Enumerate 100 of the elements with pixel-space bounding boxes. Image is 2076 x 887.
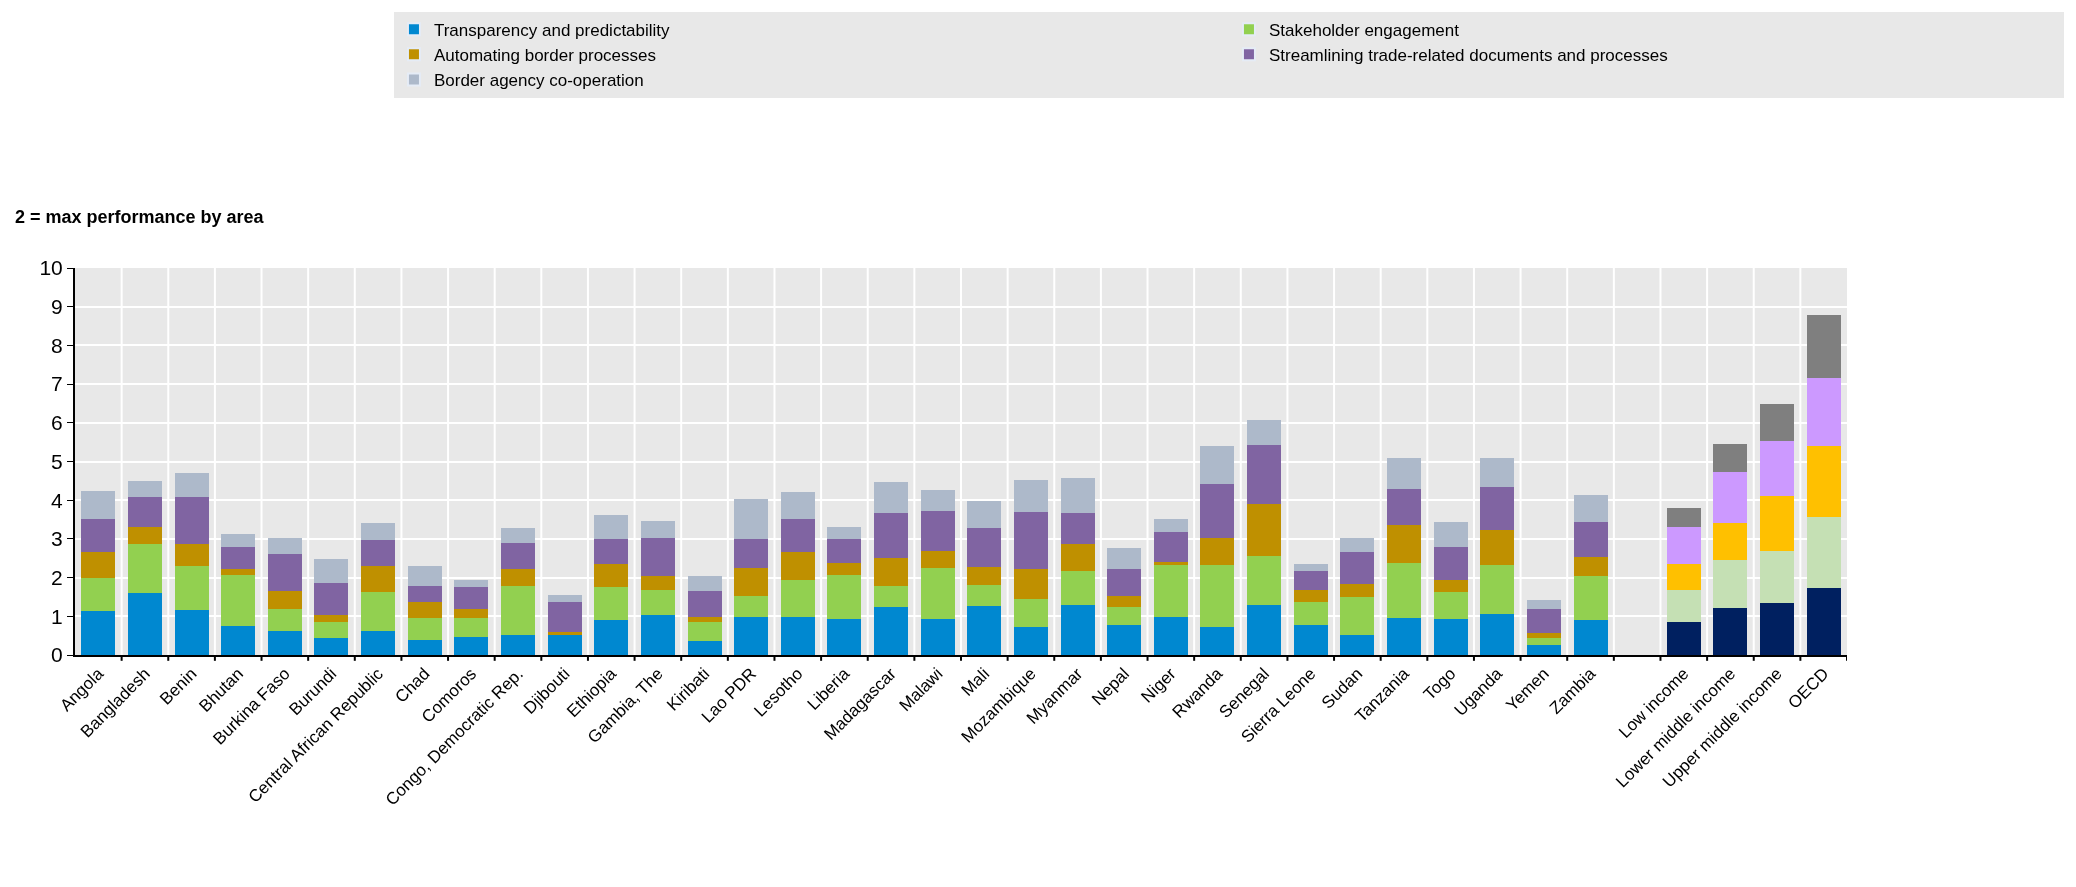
bar	[1433, 521, 1468, 548]
bar	[780, 551, 815, 580]
bar	[1013, 512, 1048, 570]
bar	[687, 590, 722, 618]
bar	[1386, 524, 1422, 563]
bar	[920, 489, 955, 512]
legend-label: Stakeholder engagement	[1268, 20, 1460, 40]
bar	[221, 533, 256, 547]
bar	[874, 482, 909, 514]
y-tick-label: 2	[51, 565, 63, 589]
bar	[500, 527, 536, 543]
bar	[1247, 503, 1282, 556]
bar	[1107, 548, 1142, 570]
bar	[1480, 529, 1515, 565]
bar	[1060, 478, 1095, 514]
bar	[687, 621, 722, 642]
bar	[314, 621, 349, 638]
bar	[1666, 563, 1701, 591]
bar	[594, 514, 629, 539]
bar	[1806, 446, 1841, 517]
legend-label: Border agency co-operation	[433, 71, 644, 91]
bar	[500, 635, 536, 655]
bar	[874, 557, 909, 586]
bar	[687, 641, 722, 655]
bar	[780, 617, 815, 655]
y-tick-label: 1	[51, 604, 63, 628]
y-tick-label: 3	[51, 527, 63, 551]
bar	[1340, 584, 1375, 597]
bar	[967, 527, 1002, 567]
bar	[1200, 484, 1235, 538]
bar	[594, 538, 629, 565]
bar	[1200, 537, 1235, 566]
bar	[640, 576, 675, 590]
bar	[780, 579, 815, 618]
bar	[640, 615, 675, 655]
y-tick-label: 5	[51, 449, 63, 473]
bar	[221, 546, 256, 570]
bar	[314, 583, 349, 616]
bar	[127, 480, 162, 498]
bar	[407, 565, 442, 586]
bar	[1713, 471, 1748, 524]
bar	[1386, 457, 1422, 489]
bar	[1247, 555, 1282, 605]
bar	[827, 562, 862, 575]
bar	[1666, 590, 1701, 622]
y-tick-label: 0	[51, 643, 63, 667]
bar	[687, 576, 722, 591]
bar	[1760, 550, 1795, 603]
bar	[1480, 564, 1515, 615]
x-tick-label: Togo	[1419, 664, 1460, 704]
bar	[127, 526, 162, 544]
bar	[920, 619, 955, 655]
bar	[314, 637, 349, 655]
bar	[1340, 552, 1375, 585]
bar	[1806, 587, 1841, 655]
bar	[361, 522, 396, 541]
bar	[81, 610, 116, 655]
bar	[1293, 601, 1328, 625]
bar	[1526, 633, 1561, 639]
bar	[174, 497, 209, 544]
bar	[1153, 565, 1188, 618]
bar	[967, 501, 1002, 528]
bar	[1386, 562, 1422, 619]
bar	[1060, 543, 1095, 571]
bar	[1293, 563, 1328, 572]
bar	[267, 590, 302, 609]
bar	[1480, 486, 1515, 530]
legend-label: Streamlining trade-related documents and processes	[1268, 46, 1668, 65]
bar	[267, 554, 302, 591]
bar	[1060, 570, 1095, 605]
bar	[361, 631, 396, 655]
bar	[874, 513, 909, 558]
bar	[1013, 569, 1048, 599]
y-tick-label: 6	[51, 411, 63, 435]
bar	[780, 492, 815, 519]
bar	[314, 559, 349, 584]
bar	[1293, 590, 1328, 602]
bar	[594, 587, 629, 621]
bar	[407, 640, 442, 655]
bar	[1526, 609, 1561, 634]
bar	[874, 607, 909, 655]
bar	[221, 626, 256, 655]
bar	[314, 615, 349, 622]
bar	[454, 617, 489, 637]
bar	[1666, 526, 1701, 564]
bar	[1433, 619, 1468, 655]
bar	[174, 473, 209, 498]
bar	[827, 619, 862, 655]
bar	[1433, 579, 1468, 592]
bar	[361, 565, 396, 593]
bar	[1013, 598, 1048, 627]
bar	[1713, 523, 1748, 561]
bar	[920, 511, 955, 551]
bar	[1573, 495, 1608, 522]
bar	[1573, 521, 1608, 558]
bar	[1153, 531, 1188, 562]
bar	[827, 574, 862, 620]
bar	[1806, 315, 1841, 378]
legend-label: Automating border processes	[433, 46, 657, 65]
bar	[361, 592, 396, 632]
